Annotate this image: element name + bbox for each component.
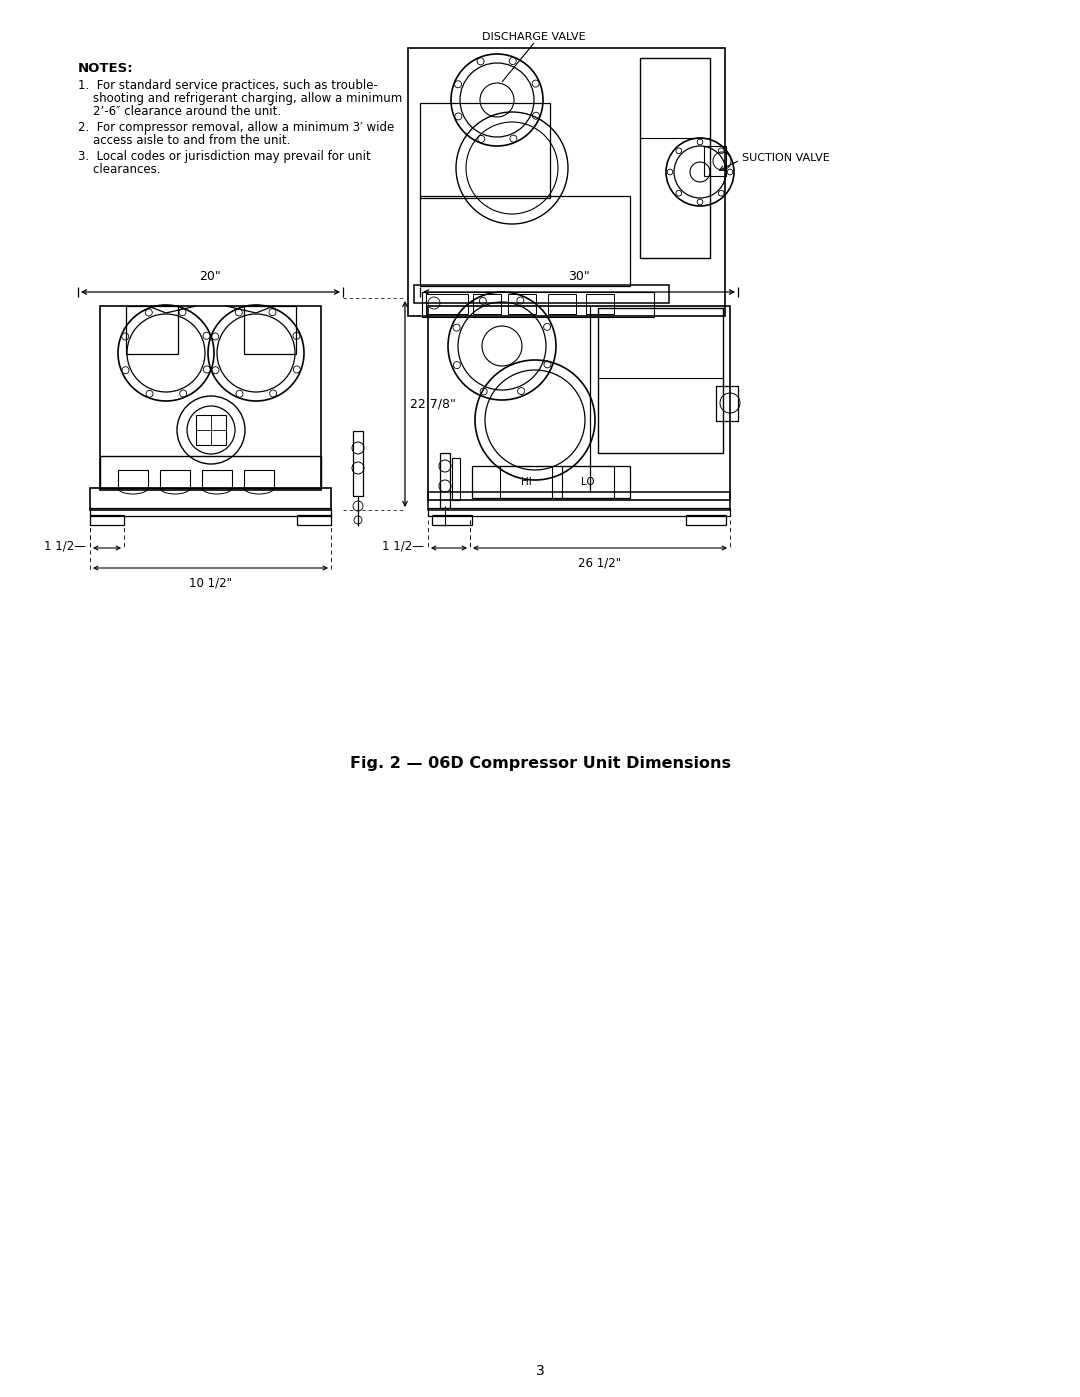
Bar xyxy=(686,515,726,525)
Text: HI: HI xyxy=(521,476,531,488)
Bar xyxy=(90,515,124,525)
Bar xyxy=(562,467,615,497)
Text: 22 7/8": 22 7/8" xyxy=(410,398,456,411)
Bar xyxy=(90,488,330,510)
Text: 26 1/2": 26 1/2" xyxy=(579,557,622,570)
Bar xyxy=(420,196,630,286)
Text: DISCHARGE VALVE: DISCHARGE VALVE xyxy=(482,32,585,42)
Bar xyxy=(420,103,550,198)
Text: shooting and refrigerant charging, allow a minimum: shooting and refrigerant charging, allow… xyxy=(78,92,402,105)
Bar xyxy=(244,469,274,488)
Text: 1 1/2—: 1 1/2— xyxy=(44,539,86,552)
Bar xyxy=(428,492,730,510)
Text: SUCTION VALVE: SUCTION VALVE xyxy=(742,154,829,163)
Text: 30": 30" xyxy=(568,270,590,284)
Text: 1.  For standard service practices, such as trouble-: 1. For standard service practices, such … xyxy=(78,80,378,92)
Text: Fig. 2 — 06D Compressor Unit Dimensions: Fig. 2 — 06D Compressor Unit Dimensions xyxy=(350,756,730,771)
Bar xyxy=(126,306,178,353)
Text: 20": 20" xyxy=(200,270,221,284)
Text: 1 1/2—: 1 1/2— xyxy=(382,539,424,552)
Bar xyxy=(414,285,669,303)
Bar xyxy=(118,469,148,488)
Bar xyxy=(297,515,330,525)
Bar xyxy=(586,293,615,314)
Bar xyxy=(548,293,576,314)
Bar xyxy=(202,469,232,488)
Bar xyxy=(100,455,321,488)
Text: access aisle to and from the unit.: access aisle to and from the unit. xyxy=(78,134,291,147)
Bar xyxy=(440,453,450,509)
Text: LO: LO xyxy=(581,476,595,488)
Bar xyxy=(472,467,630,497)
Text: 3: 3 xyxy=(536,1363,544,1377)
Bar xyxy=(90,509,330,515)
Bar xyxy=(716,386,738,420)
Text: NOTES:: NOTES: xyxy=(78,61,134,75)
Text: 2’-6″ clearance around the unit.: 2’-6″ clearance around the unit. xyxy=(78,105,281,117)
Bar xyxy=(640,59,710,258)
Bar xyxy=(408,47,725,316)
Bar xyxy=(453,458,460,500)
Bar xyxy=(508,293,536,314)
Bar xyxy=(704,147,726,176)
Bar xyxy=(473,293,501,314)
Bar xyxy=(500,467,552,497)
Bar xyxy=(428,509,730,515)
Bar xyxy=(426,293,468,314)
Text: 2.  For compressor removal, allow a minimum 3′ wide: 2. For compressor removal, allow a minim… xyxy=(78,122,394,134)
Bar xyxy=(353,432,363,496)
Bar xyxy=(422,292,654,317)
Bar xyxy=(195,415,226,446)
Bar xyxy=(428,306,730,500)
Bar xyxy=(598,307,723,453)
Text: clearances.: clearances. xyxy=(78,163,161,176)
Bar xyxy=(432,515,472,525)
Bar xyxy=(244,306,296,353)
Text: 10 1/2": 10 1/2" xyxy=(189,577,232,590)
Bar xyxy=(100,306,321,490)
Text: 3.  Local codes or jurisdiction may prevail for unit: 3. Local codes or jurisdiction may preva… xyxy=(78,149,370,163)
Bar xyxy=(160,469,190,488)
